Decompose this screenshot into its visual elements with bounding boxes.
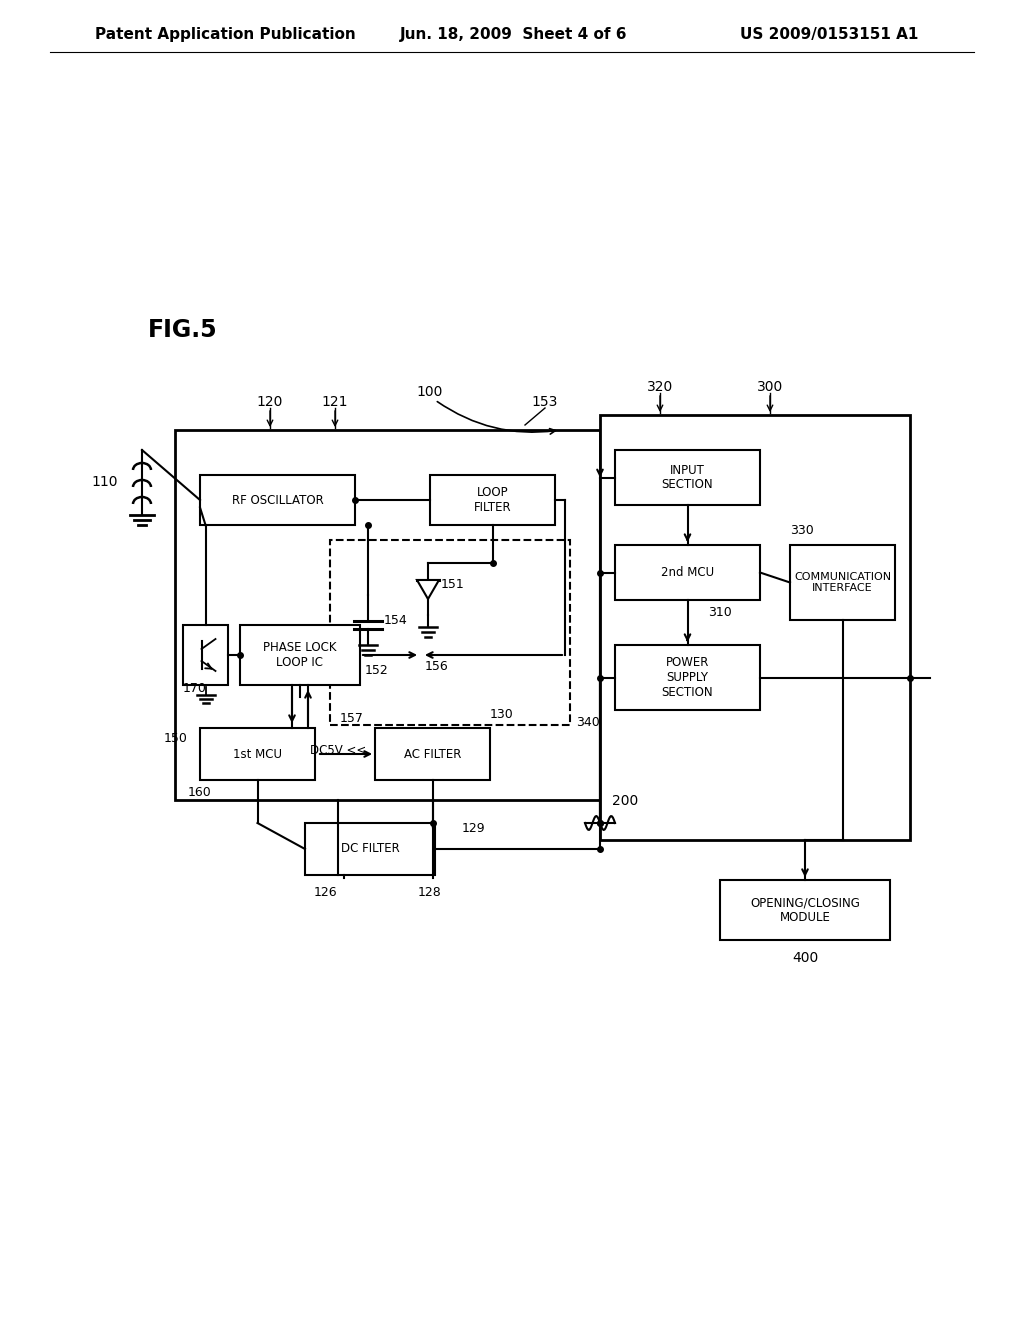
Text: INPUT
SECTION: INPUT SECTION xyxy=(662,463,714,491)
Text: RF OSCILLATOR: RF OSCILLATOR xyxy=(231,494,324,507)
Text: 130: 130 xyxy=(490,709,514,722)
Text: 320: 320 xyxy=(647,380,673,393)
Text: OPENING/CLOSING
MODULE: OPENING/CLOSING MODULE xyxy=(750,896,860,924)
Text: DC FILTER: DC FILTER xyxy=(341,842,399,855)
Text: 400: 400 xyxy=(792,950,818,965)
Text: 2nd MCU: 2nd MCU xyxy=(660,566,714,579)
Text: 126: 126 xyxy=(313,886,337,899)
Bar xyxy=(430,475,555,525)
Text: 152: 152 xyxy=(365,664,389,677)
Bar xyxy=(375,729,490,780)
Bar xyxy=(720,880,890,940)
Text: Jun. 18, 2009  Sheet 4 of 6: Jun. 18, 2009 Sheet 4 of 6 xyxy=(400,28,628,42)
Text: Patent Application Publication: Patent Application Publication xyxy=(95,28,355,42)
Bar xyxy=(790,545,895,620)
Text: 153: 153 xyxy=(531,395,558,409)
Bar xyxy=(175,430,600,800)
Text: US 2009/0153151 A1: US 2009/0153151 A1 xyxy=(740,28,919,42)
Text: 300: 300 xyxy=(757,380,783,393)
Text: 151: 151 xyxy=(441,578,465,591)
Text: 121: 121 xyxy=(322,395,348,409)
Text: 330: 330 xyxy=(790,524,814,536)
Text: DC5V <<: DC5V << xyxy=(310,743,367,756)
Bar xyxy=(305,822,435,875)
Bar xyxy=(330,540,570,725)
Text: 157: 157 xyxy=(340,711,364,725)
Text: 1st MCU: 1st MCU xyxy=(233,747,282,760)
Bar xyxy=(600,414,910,840)
Bar xyxy=(240,624,360,685)
Text: 150: 150 xyxy=(164,731,188,744)
Text: PHASE LOCK
LOOP IC: PHASE LOCK LOOP IC xyxy=(263,642,337,669)
Text: 200: 200 xyxy=(612,795,638,808)
Text: 129: 129 xyxy=(462,821,485,834)
Text: FIG.5: FIG.5 xyxy=(148,318,218,342)
Text: 128: 128 xyxy=(418,886,442,899)
Bar xyxy=(200,729,315,780)
Bar xyxy=(615,450,760,506)
Text: 170: 170 xyxy=(183,681,207,694)
Text: POWER
SUPPLY
SECTION: POWER SUPPLY SECTION xyxy=(662,656,714,700)
Text: LOOP
FILTER: LOOP FILTER xyxy=(474,486,511,513)
Text: 120: 120 xyxy=(257,395,284,409)
Bar xyxy=(183,624,228,685)
Bar xyxy=(200,475,355,525)
Text: 100: 100 xyxy=(417,385,443,399)
Text: COMMUNICATION
INTERFACE: COMMUNICATION INTERFACE xyxy=(794,572,891,593)
Polygon shape xyxy=(417,579,439,599)
Text: 154: 154 xyxy=(384,614,408,627)
Text: 110: 110 xyxy=(91,475,118,488)
Text: AC FILTER: AC FILTER xyxy=(403,747,461,760)
Text: 340: 340 xyxy=(577,715,600,729)
Bar xyxy=(615,545,760,601)
Text: 156: 156 xyxy=(425,660,449,673)
Bar xyxy=(615,645,760,710)
Text: 310: 310 xyxy=(709,606,732,619)
Text: 160: 160 xyxy=(188,785,212,799)
